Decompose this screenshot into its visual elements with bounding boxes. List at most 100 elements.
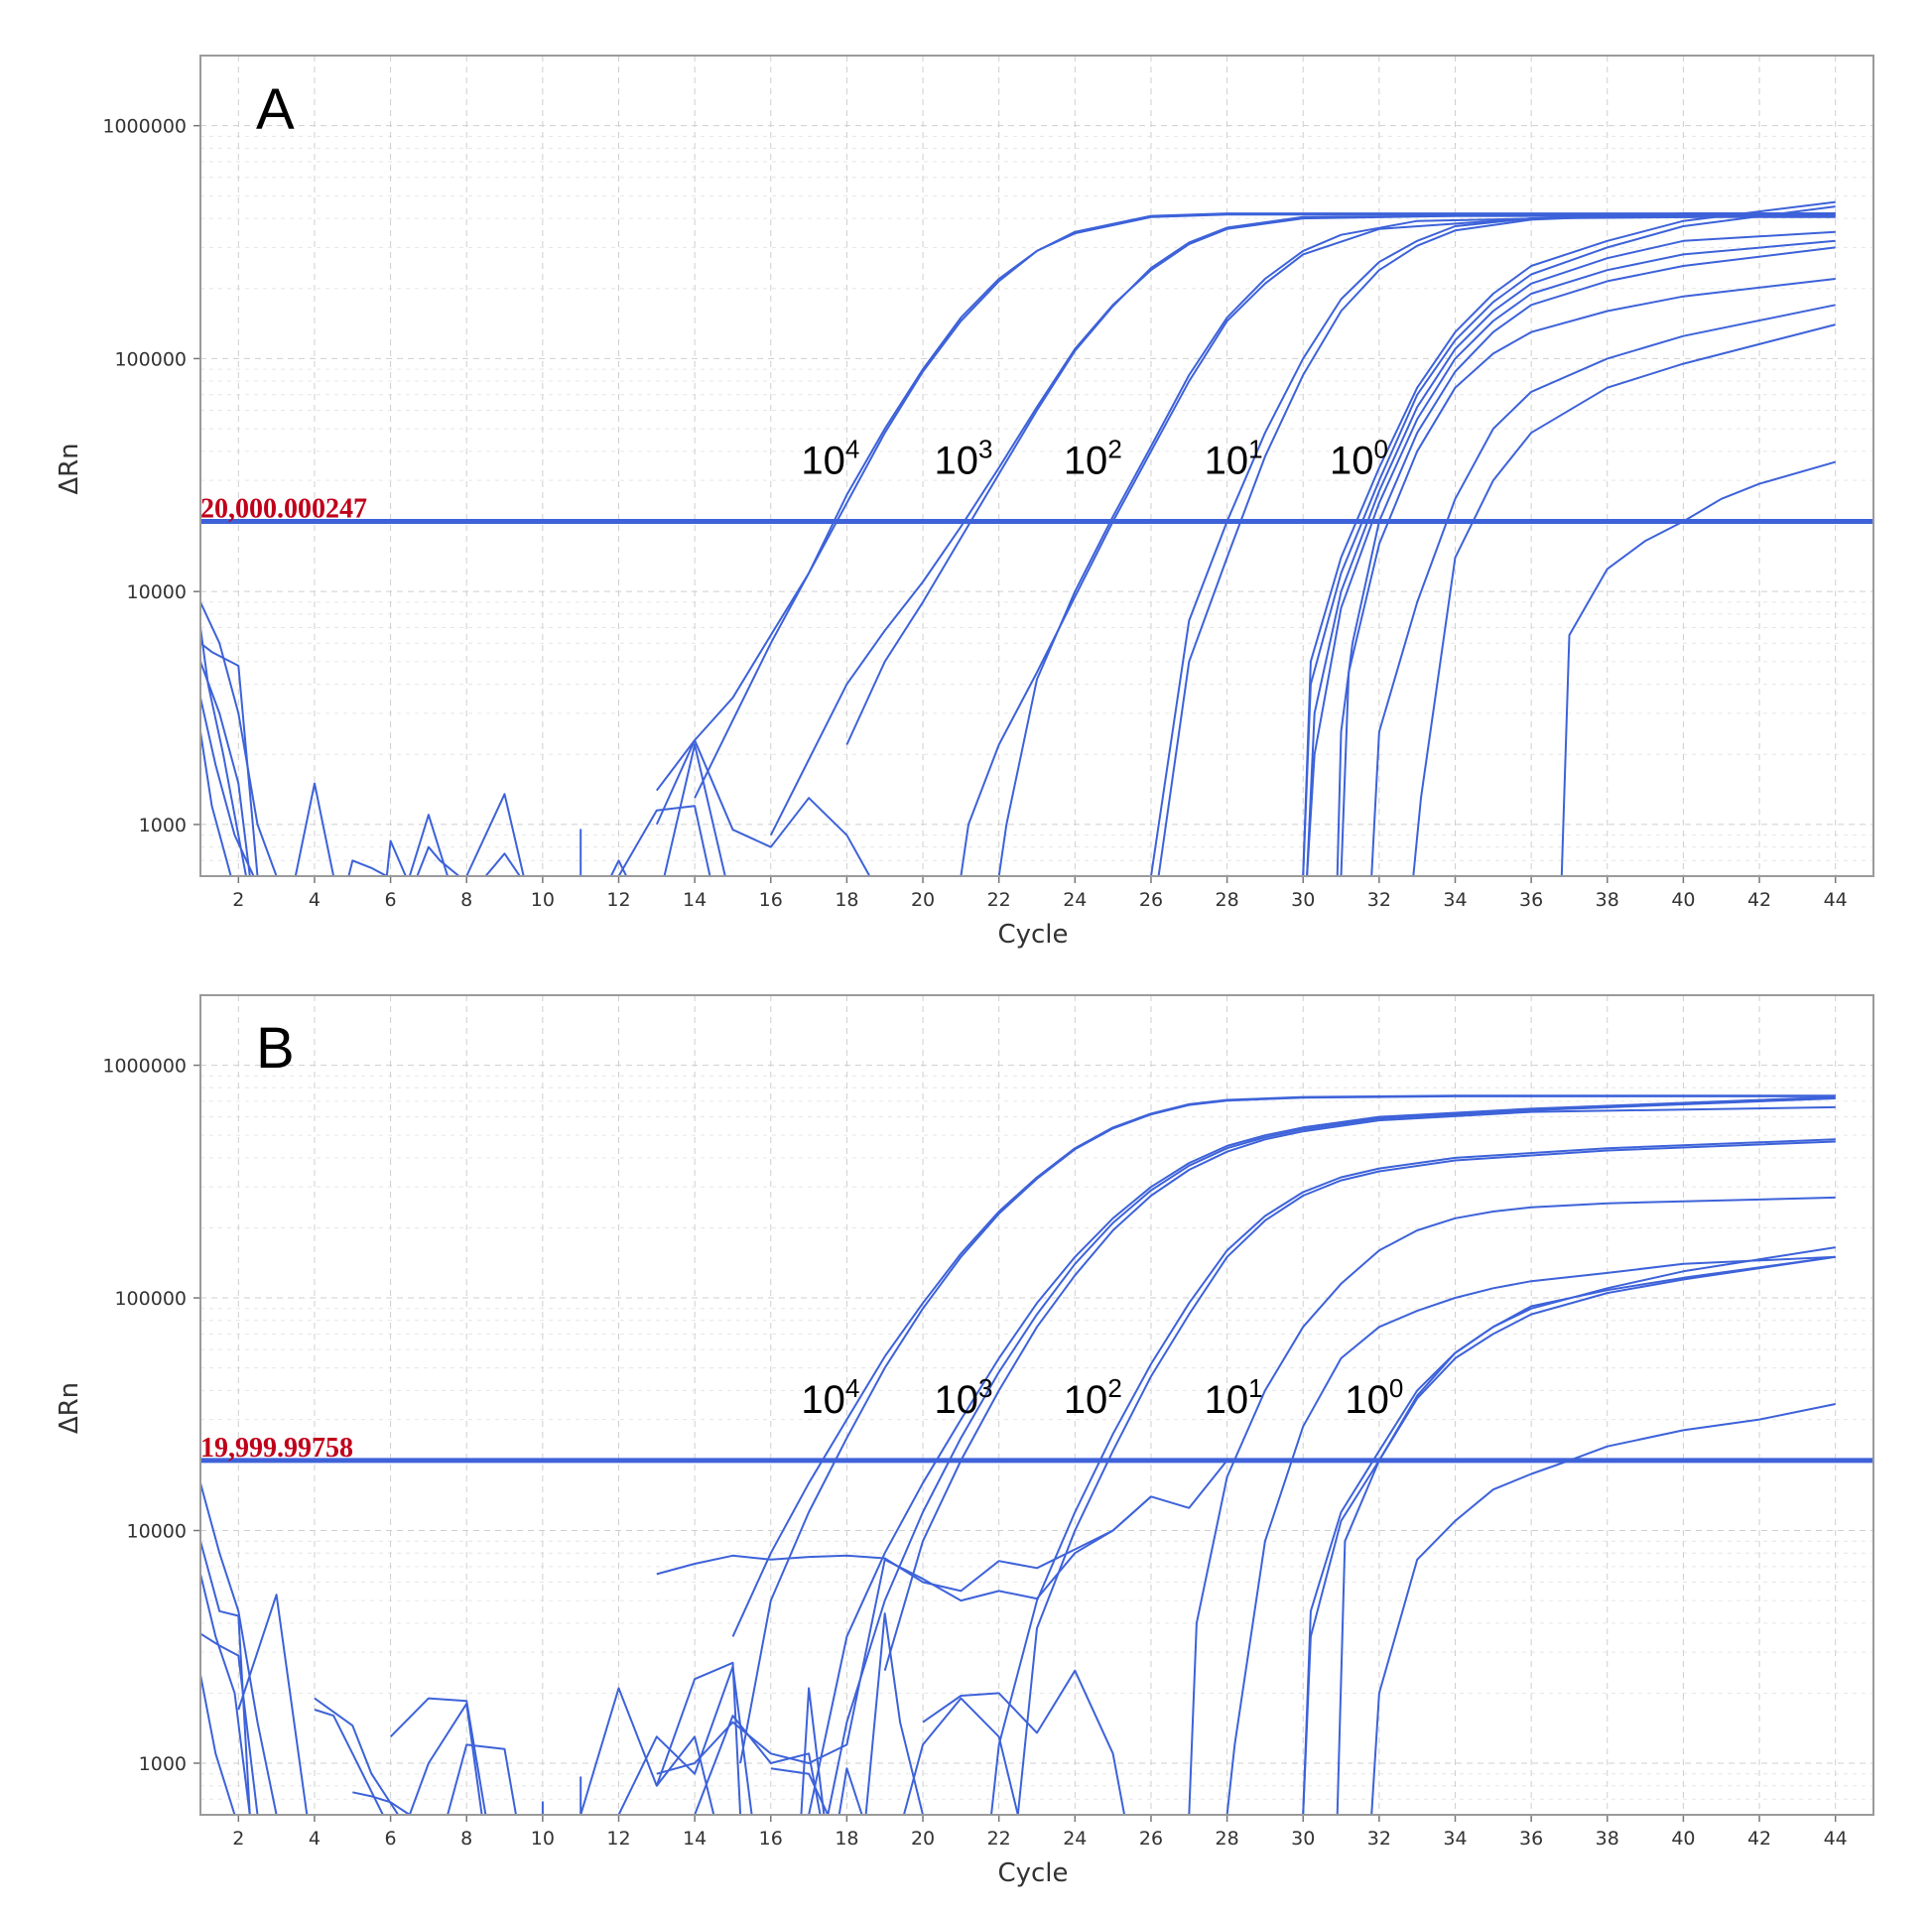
amplification-curve bbox=[1157, 212, 1836, 876]
noise-curve bbox=[200, 1540, 251, 1815]
x-tick-label: 10 bbox=[531, 889, 555, 911]
x-tick-label: 20 bbox=[911, 1828, 935, 1850]
x-tick-label: 8 bbox=[460, 1828, 472, 1850]
amplification-curve bbox=[1370, 1403, 1836, 1815]
x-axis-label: Cycle bbox=[997, 920, 1068, 950]
panel-b: 2 4 6 8 10 12 14 16 18 20 22 24 26 28 30 32 34 36 38 40 42 44… bbox=[55, 994, 1874, 1888]
amplification-curve bbox=[1306, 239, 1836, 876]
x-tick-label: 36 bbox=[1519, 889, 1543, 911]
amplification-curve bbox=[1302, 205, 1836, 876]
amplification-curve bbox=[1336, 246, 1836, 876]
x-tick-label: 14 bbox=[683, 1828, 707, 1850]
noise-curve bbox=[663, 743, 726, 876]
dilution-label: 103 bbox=[935, 1373, 993, 1422]
noise-curve bbox=[800, 1687, 826, 1815]
plot-frame bbox=[199, 55, 1874, 877]
amplification-curve bbox=[960, 214, 1836, 876]
dilution-label: 104 bbox=[801, 435, 859, 483]
amplification-curves bbox=[200, 1094, 1836, 1815]
noise-curve bbox=[200, 1632, 259, 1815]
noise-curve bbox=[200, 1482, 278, 1815]
x-tick-label: 18 bbox=[835, 889, 858, 911]
dilution-label: 102 bbox=[1064, 1373, 1122, 1422]
amplification-curve bbox=[1016, 1140, 1836, 1815]
amplification-curve bbox=[1560, 460, 1836, 876]
noise-curve bbox=[922, 1669, 1126, 1815]
amplification-curve bbox=[1370, 304, 1836, 876]
amplification-curve bbox=[1188, 1196, 1836, 1815]
amplification-curve bbox=[990, 1138, 1836, 1815]
amplification-curve bbox=[1340, 278, 1836, 876]
x-tick-label: 6 bbox=[385, 889, 397, 911]
noise-curve bbox=[200, 697, 255, 876]
panel-label: B bbox=[256, 1016, 295, 1081]
noise-curve bbox=[200, 642, 259, 876]
amplification-curves bbox=[200, 200, 1836, 876]
noise-curve bbox=[200, 601, 278, 876]
x-tick-label: 12 bbox=[606, 889, 630, 911]
amplification-curve bbox=[827, 1097, 1836, 1815]
amplification-curve bbox=[739, 1094, 1836, 1764]
noise-curve bbox=[314, 1709, 384, 1815]
noise-curve bbox=[864, 1612, 924, 1815]
noise-curve bbox=[837, 1767, 863, 1815]
amplification-curve bbox=[1302, 1246, 1836, 1815]
noise-curve bbox=[902, 1697, 1019, 1815]
x-tick-label: 6 bbox=[385, 1828, 397, 1850]
x-tick-label: 34 bbox=[1443, 889, 1467, 911]
y-tick-label: 100000 bbox=[114, 1288, 187, 1310]
x-tick-label: 24 bbox=[1063, 1828, 1087, 1850]
noise-curve bbox=[484, 852, 521, 876]
noise-curve bbox=[656, 1495, 1152, 1775]
amplification-curve bbox=[1302, 200, 1836, 876]
y-axis-label: ΔRn bbox=[55, 443, 84, 494]
amplification-curve bbox=[1302, 1255, 1836, 1815]
x-tick-label: 24 bbox=[1063, 889, 1087, 911]
y-tick-label: 1000 bbox=[139, 815, 187, 836]
x-tick-label: 8 bbox=[460, 889, 472, 911]
y-tick-label: 100000 bbox=[114, 348, 187, 370]
x-tick-label: 42 bbox=[1747, 889, 1771, 911]
noise-curve bbox=[237, 1594, 309, 1815]
noise-curve bbox=[385, 839, 407, 876]
noise-curve bbox=[200, 1574, 251, 1815]
x-tick-label: 2 bbox=[232, 889, 244, 911]
noise-curve bbox=[609, 859, 628, 876]
x-tick-label: 22 bbox=[987, 889, 1011, 911]
dilution-label: 102 bbox=[1064, 435, 1122, 483]
y-tick-label: 10000 bbox=[127, 1521, 187, 1543]
noise-curve bbox=[447, 1743, 517, 1815]
plot-frame bbox=[199, 994, 1874, 1816]
amplification-curve bbox=[808, 1095, 1836, 1815]
noise-curve bbox=[465, 793, 525, 876]
noise-curve bbox=[416, 845, 460, 876]
y-tick-label: 1000 bbox=[139, 1753, 187, 1775]
noise-curve bbox=[408, 814, 450, 876]
amplification-curve bbox=[656, 213, 1836, 792]
x-tick-label: 22 bbox=[987, 1828, 1011, 1850]
x-tick-label: 26 bbox=[1139, 1828, 1163, 1850]
noise-curve bbox=[580, 1687, 715, 1815]
noise-curve bbox=[200, 1674, 236, 1815]
x-tick-label: 16 bbox=[759, 889, 783, 911]
threshold-label: 19,999.99758 bbox=[200, 1433, 353, 1464]
panel-label: A bbox=[256, 77, 295, 142]
x-tick-label: 26 bbox=[1139, 889, 1163, 911]
noise-curve bbox=[617, 805, 711, 876]
x-tick-label: 44 bbox=[1824, 1828, 1848, 1850]
x-tick-label: 16 bbox=[759, 1828, 783, 1850]
x-tick-label: 36 bbox=[1519, 1828, 1543, 1850]
x-tick-label: 12 bbox=[606, 1828, 630, 1850]
x-tick-label: 40 bbox=[1671, 1828, 1695, 1850]
x-tick-label: 40 bbox=[1671, 889, 1695, 911]
amplification-curve bbox=[1225, 1255, 1836, 1815]
noise-curve bbox=[314, 1697, 400, 1815]
x-tick-label: 10 bbox=[531, 1828, 555, 1850]
y-tick-label: 10000 bbox=[127, 581, 187, 603]
noise-curve bbox=[694, 1715, 822, 1815]
amplification-curve bbox=[845, 214, 1836, 745]
noise-curve bbox=[655, 1661, 742, 1815]
threshold-label: 20,000.000247 bbox=[200, 494, 367, 525]
x-tick-label: 2 bbox=[232, 1828, 244, 1850]
